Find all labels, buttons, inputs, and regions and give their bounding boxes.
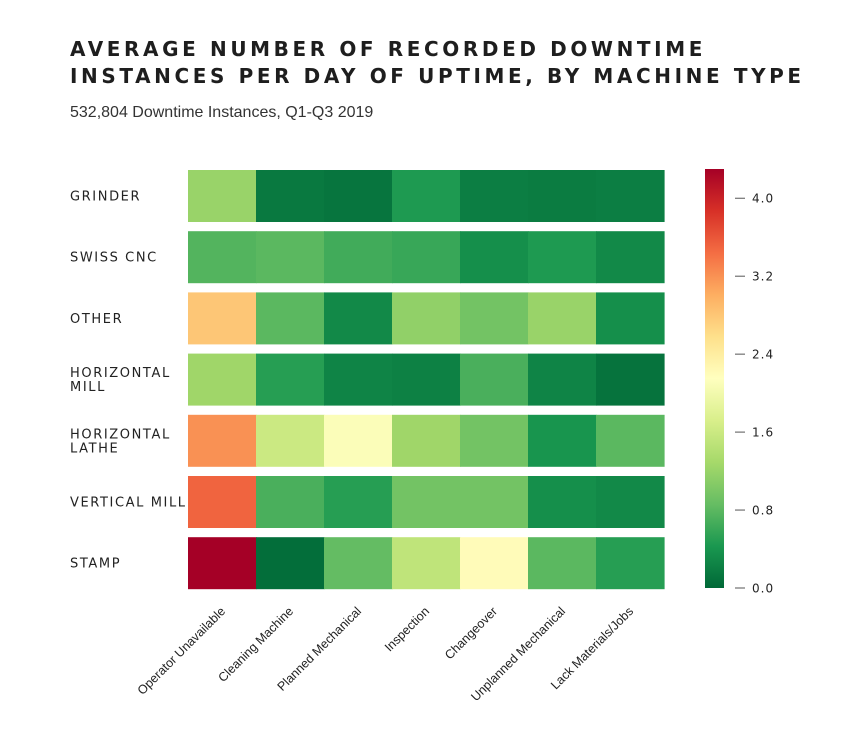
heatmap-cell bbox=[324, 476, 393, 528]
heatmap-cell bbox=[188, 170, 257, 222]
colorbar-bar bbox=[705, 169, 724, 588]
column-label: Operator Unavailable bbox=[135, 604, 228, 697]
row-label: STAMP bbox=[70, 557, 121, 572]
row-labels: GRINDER SWISS CNC OTHER HORIZONTAL MILL HORIZ… bbox=[70, 190, 187, 572]
heatmap-cell bbox=[256, 537, 325, 590]
heatmap-cell bbox=[256, 414, 325, 467]
heatmap-cells bbox=[188, 170, 665, 590]
heatmap-cell bbox=[460, 292, 529, 345]
heatmap-cell bbox=[392, 353, 461, 406]
heatmap-cell bbox=[256, 476, 325, 528]
heatmap-cell bbox=[188, 292, 257, 345]
colorbar: 0.0 0.8 1.6 2.4 3.2 4.0 bbox=[705, 169, 774, 596]
heatmap-cell bbox=[256, 292, 325, 345]
heatmap-cell bbox=[188, 414, 257, 467]
heatmap-cell bbox=[324, 353, 393, 406]
heatmap-cell bbox=[324, 537, 393, 590]
heatmap-cell bbox=[324, 414, 393, 467]
colorbar-tick-label: 3.2 bbox=[752, 270, 774, 284]
colorbar-tick-label: 0.0 bbox=[752, 582, 774, 596]
heatmap-cell bbox=[256, 231, 325, 284]
heatmap-cell bbox=[596, 292, 665, 345]
heatmap-cell bbox=[596, 414, 665, 467]
colorbar-tick-label: 4.0 bbox=[752, 192, 774, 206]
row-label: HORIZONTAL MILL bbox=[70, 366, 171, 395]
heatmap-cell bbox=[596, 353, 665, 406]
heatmap-cell bbox=[460, 537, 529, 590]
colorbar-tick-label: 2.4 bbox=[752, 348, 774, 362]
heatmap-cell bbox=[256, 353, 325, 406]
heatmap-cell bbox=[460, 231, 529, 284]
heatmap-cell bbox=[596, 476, 665, 528]
heatmap-cell bbox=[528, 353, 597, 406]
heatmap-cell bbox=[460, 170, 529, 222]
heatmap-cell bbox=[528, 231, 597, 284]
heatmap-cell bbox=[392, 170, 461, 222]
heatmap-cell bbox=[596, 170, 665, 222]
heatmap-cell bbox=[596, 231, 665, 284]
heatmap-cell bbox=[324, 231, 393, 284]
colorbar-tick-label: 1.6 bbox=[752, 426, 774, 440]
row-label: HORIZONTAL LATHE bbox=[70, 427, 171, 456]
heatmap-cell bbox=[460, 353, 529, 406]
heatmap-cell bbox=[528, 414, 597, 467]
heatmap-cell bbox=[392, 231, 461, 284]
heatmap-cell bbox=[188, 476, 257, 528]
heatmap-cell bbox=[324, 292, 393, 345]
heatmap-cell bbox=[392, 537, 461, 590]
heatmap-cell bbox=[528, 170, 597, 222]
heatmap-cell bbox=[528, 537, 597, 590]
heatmap-cell bbox=[392, 414, 461, 467]
column-label: Changeover bbox=[442, 604, 500, 662]
row-label: GRINDER bbox=[70, 190, 141, 205]
row-label: SWISS CNC bbox=[70, 251, 158, 266]
heatmap-cell bbox=[392, 292, 461, 345]
heatmap-cell bbox=[324, 170, 393, 222]
colorbar-tick-label: 0.8 bbox=[752, 504, 774, 518]
heatmap-cell bbox=[460, 476, 529, 528]
heatmap-cell bbox=[188, 353, 257, 406]
column-label: Cleaning Machine bbox=[215, 604, 296, 685]
row-label: VERTICAL MILL bbox=[70, 496, 187, 511]
heatmap-cell bbox=[528, 292, 597, 345]
column-label: Inspection bbox=[382, 604, 432, 654]
heatmap-cell bbox=[528, 476, 597, 528]
chart-subtitle: 532,804 Downtime Instances, Q1-Q3 2019 bbox=[70, 104, 374, 121]
heatmap-cell bbox=[596, 537, 665, 590]
row-label: OTHER bbox=[70, 312, 123, 327]
heatmap-cell bbox=[392, 476, 461, 528]
heatmap-cell bbox=[256, 170, 325, 222]
heatmap-cell bbox=[460, 414, 529, 467]
heatmap-cell bbox=[188, 537, 257, 590]
chart-title: AVERAGE NUMBER OF RECORDED DOWNTIME INST… bbox=[70, 37, 805, 88]
heatmap-cell bbox=[188, 231, 257, 284]
